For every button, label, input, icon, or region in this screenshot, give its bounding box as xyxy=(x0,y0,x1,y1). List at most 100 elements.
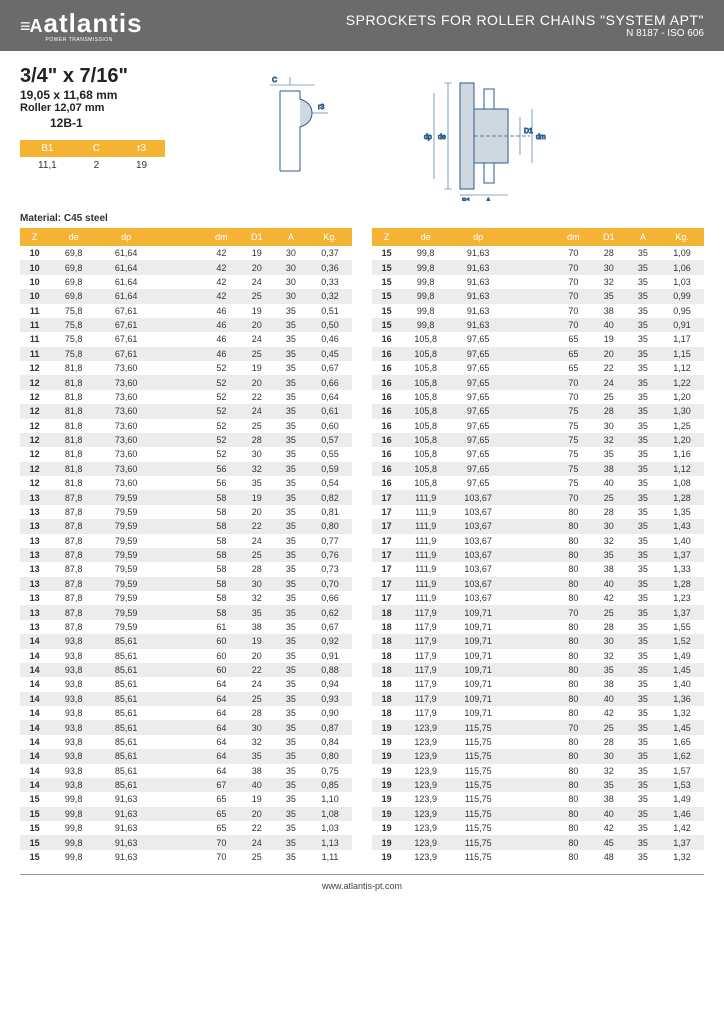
table-cell xyxy=(154,735,203,749)
table-row: 19123,9115,758035351,53 xyxy=(372,778,704,792)
table-row: 18117,9109,718035351,45 xyxy=(372,663,704,677)
table-cell: 0,75 xyxy=(308,764,352,778)
table-cell: 14 xyxy=(20,735,49,749)
table-cell: 93,8 xyxy=(49,735,98,749)
table-cell: 1,12 xyxy=(660,462,704,476)
table-cell xyxy=(506,634,555,648)
table-cell: 79,59 xyxy=(98,490,154,504)
table-row: 1175,867,614624350,46 xyxy=(20,332,352,346)
table-cell: 18 xyxy=(372,706,401,720)
table-cell: 22 xyxy=(240,519,274,533)
table-cell: 52 xyxy=(203,375,240,389)
table-cell: 15 xyxy=(372,318,401,332)
table-cell: 30 xyxy=(592,749,626,763)
table-cell: 91,63 xyxy=(98,835,154,849)
table-cell: 105,8 xyxy=(401,447,450,461)
table-cell: 80 xyxy=(555,692,592,706)
table-row: 1599,891,637035350,99 xyxy=(372,289,704,303)
table-cell: 19 xyxy=(240,246,274,260)
table-cell: 16 xyxy=(372,404,401,418)
table-row: 1281,873,605228350,57 xyxy=(20,433,352,447)
svg-text:B1: B1 xyxy=(462,198,471,201)
table-cell: 73,60 xyxy=(98,404,154,418)
table-cell: 79,59 xyxy=(98,534,154,548)
footer-url: www.atlantis-pt.com xyxy=(322,881,402,891)
header-title: SPROCKETS FOR ROLLER CHAINS "SYSTEM APT" xyxy=(346,12,704,28)
table-cell: 87,8 xyxy=(49,562,98,576)
table-cell: 123,9 xyxy=(401,792,450,806)
table-cell: 0,59 xyxy=(308,462,352,476)
table-cell: 35 xyxy=(274,835,308,849)
table-cell: 91,63 xyxy=(450,260,506,274)
table-cell: 35 xyxy=(592,548,626,562)
table-row: 19123,9115,758032351,57 xyxy=(372,764,704,778)
table-cell: 109,71 xyxy=(450,692,506,706)
table-cell: 0,94 xyxy=(308,677,352,691)
table-cell: 0,73 xyxy=(308,562,352,576)
table-cell: 1,08 xyxy=(660,476,704,490)
table-cell: 18 xyxy=(372,663,401,677)
table-cell: 0,61 xyxy=(308,404,352,418)
table-row: 16105,897,657024351,22 xyxy=(372,375,704,389)
table-cell: 38 xyxy=(592,792,626,806)
table-cell: 0,51 xyxy=(308,304,352,318)
table-cell xyxy=(154,505,203,519)
table-cell: 35 xyxy=(274,821,308,835)
table-row: 18117,9109,718030351,52 xyxy=(372,634,704,648)
table-cell: 35 xyxy=(626,246,660,260)
table-cell: 1,11 xyxy=(308,850,352,864)
table-cell: 19 xyxy=(372,735,401,749)
table-cell: 105,8 xyxy=(401,476,450,490)
table-cell: 85,61 xyxy=(98,677,154,691)
table-cell: 67,61 xyxy=(98,347,154,361)
table-cell: 85,61 xyxy=(98,634,154,648)
table-cell: 80 xyxy=(555,519,592,533)
tooth-diagram-icon: C r3 xyxy=(240,71,340,181)
table-cell: 25 xyxy=(240,548,274,562)
table-cell: 35 xyxy=(626,620,660,634)
table-row: 1281,873,605230350,55 xyxy=(20,447,352,461)
table-cell: 35 xyxy=(626,735,660,749)
table-cell: 70 xyxy=(555,318,592,332)
table-cell: 0,62 xyxy=(308,605,352,619)
table-cell: 79,59 xyxy=(98,605,154,619)
table-cell: 48 xyxy=(592,850,626,864)
table-cell: 109,71 xyxy=(450,620,506,634)
table-cell: 0,99 xyxy=(660,289,704,303)
logo-mark: ≡A xyxy=(20,16,42,37)
table-cell: 35 xyxy=(274,692,308,706)
table-cell xyxy=(506,304,555,318)
table-cell: 75 xyxy=(555,404,592,418)
table-cell: 105,8 xyxy=(401,390,450,404)
table-cell: 25 xyxy=(240,692,274,706)
table-cell xyxy=(154,649,203,663)
table-row: 19123,9115,758028351,65 xyxy=(372,735,704,749)
svg-text:A: A xyxy=(486,198,491,201)
table-cell: 12 xyxy=(20,433,49,447)
table-cell: 111,9 xyxy=(401,591,450,605)
table-cell xyxy=(154,807,203,821)
table-cell: 40 xyxy=(592,807,626,821)
tables-container: ZdedpdmD1AKg. 1069,861,644219300,371069,… xyxy=(0,228,724,874)
top-section: 3/4" x 7/16" 19,05 x 11,68 mm Roller 12,… xyxy=(0,51,724,207)
table-cell xyxy=(154,562,203,576)
table-cell: 24 xyxy=(240,534,274,548)
table-cell: 19 xyxy=(240,304,274,318)
table-row: 17111,9103,678035351,37 xyxy=(372,548,704,562)
table-cell: 14 xyxy=(20,764,49,778)
table-cell: 87,8 xyxy=(49,534,98,548)
table-cell: 15 xyxy=(372,275,401,289)
table-cell: 40 xyxy=(592,318,626,332)
table-cell: 80 xyxy=(555,548,592,562)
table-row: 1493,885,616424350,94 xyxy=(20,677,352,691)
column-header: D1 xyxy=(592,228,626,246)
table-cell: 123,9 xyxy=(401,821,450,835)
table-cell: 75,8 xyxy=(49,318,98,332)
table-cell: 0,82 xyxy=(308,490,352,504)
table-cell: 1,30 xyxy=(660,404,704,418)
table-cell: 24 xyxy=(240,275,274,289)
table-cell: 52 xyxy=(203,361,240,375)
table-cell: 20 xyxy=(240,649,274,663)
table-cell: 14 xyxy=(20,677,49,691)
table-cell: 58 xyxy=(203,505,240,519)
